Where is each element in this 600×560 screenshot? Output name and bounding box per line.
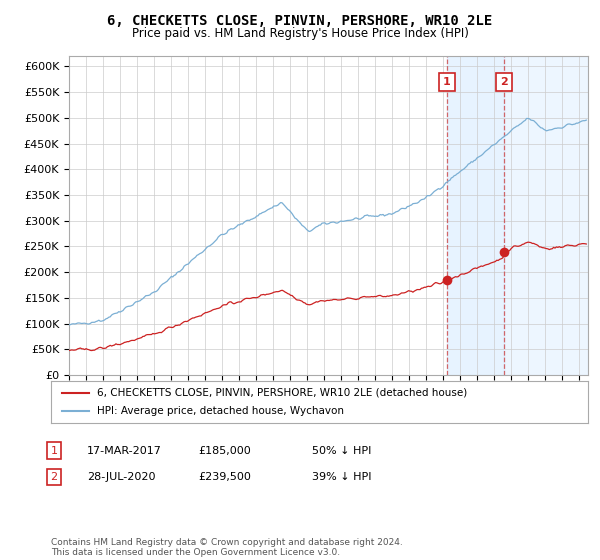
Text: 1: 1	[50, 446, 58, 456]
Text: 28-JUL-2020: 28-JUL-2020	[87, 472, 155, 482]
Text: 50% ↓ HPI: 50% ↓ HPI	[312, 446, 371, 456]
Text: 2: 2	[500, 77, 508, 87]
Text: 17-MAR-2017: 17-MAR-2017	[87, 446, 162, 456]
Text: 1: 1	[443, 77, 451, 87]
Text: 6, CHECKETTS CLOSE, PINVIN, PERSHORE, WR10 2LE (detached house): 6, CHECKETTS CLOSE, PINVIN, PERSHORE, WR…	[97, 388, 467, 398]
Text: 39% ↓ HPI: 39% ↓ HPI	[312, 472, 371, 482]
Text: Contains HM Land Registry data © Crown copyright and database right 2024.
This d: Contains HM Land Registry data © Crown c…	[51, 538, 403, 557]
Bar	[447, 56, 504, 375]
Text: 2: 2	[50, 472, 58, 482]
Text: HPI: Average price, detached house, Wychavon: HPI: Average price, detached house, Wych…	[97, 406, 344, 416]
Bar	[504, 56, 588, 375]
Text: 6, CHECKETTS CLOSE, PINVIN, PERSHORE, WR10 2LE: 6, CHECKETTS CLOSE, PINVIN, PERSHORE, WR…	[107, 14, 493, 28]
Text: £239,500: £239,500	[198, 472, 251, 482]
Text: Price paid vs. HM Land Registry's House Price Index (HPI): Price paid vs. HM Land Registry's House …	[131, 27, 469, 40]
Text: £185,000: £185,000	[198, 446, 251, 456]
